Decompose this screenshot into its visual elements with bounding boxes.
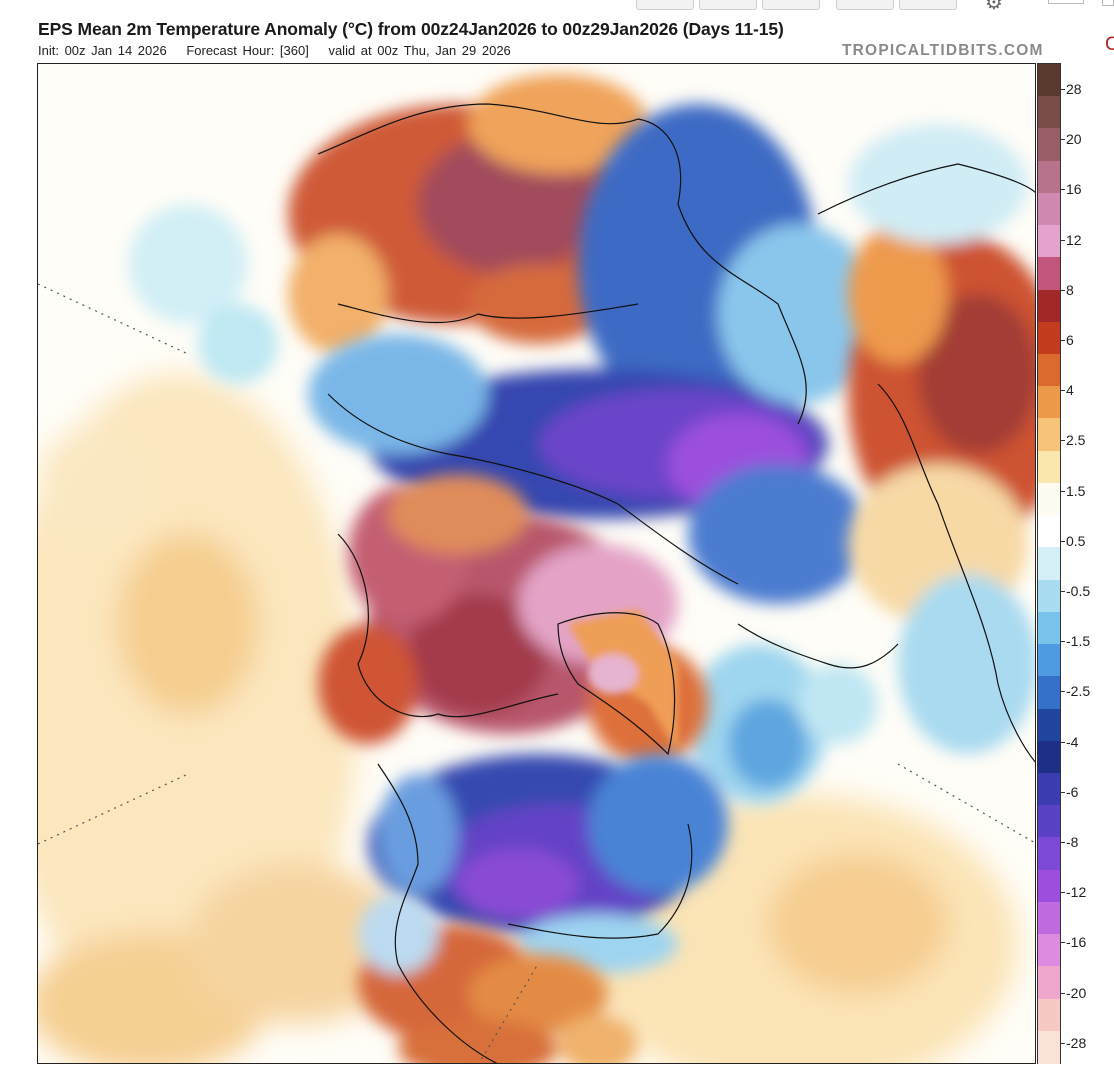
colorbar-segment <box>1038 289 1060 323</box>
colorbar-segment <box>1038 708 1060 742</box>
top-toolbar: ⚙ <box>0 0 1114 14</box>
toolbar-button[interactable] <box>699 0 757 10</box>
forecast-hour: Forecast Hour: [360] <box>186 43 309 58</box>
colorbar-tick-mark <box>1061 791 1065 793</box>
colorbar-segment <box>1038 772 1060 807</box>
colorbar-segment <box>1038 805 1060 839</box>
colorbar <box>1037 63 1061 1064</box>
colorbar-tick-label: -12 <box>1066 884 1087 901</box>
colorbar-tick-mark <box>1061 1042 1065 1044</box>
colorbar-tick-mark <box>1061 741 1065 743</box>
coastlines <box>317 103 1035 1063</box>
colorbar-tick-mark <box>1061 189 1065 191</box>
colorbar-segment <box>1038 321 1060 356</box>
us-warm-anomaly <box>358 894 638 1063</box>
colorbar-tick-label: -2.5 <box>1066 683 1091 700</box>
init-time: Init: 00z Jan 14 2026 <box>38 43 167 58</box>
atlantic-cool-anomaly <box>128 204 878 804</box>
toolbar-button[interactable] <box>762 0 820 10</box>
colorbar-tick-mark <box>1061 239 1065 241</box>
colorbar-segment <box>1038 257 1060 291</box>
toolbar-button[interactable] <box>899 0 957 10</box>
colorbar-tick-mark <box>1061 641 1065 643</box>
colorbar-tick-label: -1.5 <box>1066 633 1091 650</box>
colorbar-tick-mark <box>1061 540 1065 542</box>
europe-warm-anomaly <box>848 124 1035 754</box>
input-box[interactable] <box>1048 0 1084 4</box>
colorbar-segment <box>1038 611 1060 646</box>
map-canvas <box>38 64 1035 1063</box>
colorbar-tick-label: 4 <box>1066 382 1074 399</box>
colorbar-tick-label: 16 <box>1066 181 1082 198</box>
colorbar-tick-mark <box>1061 340 1065 341</box>
colorbar-segment <box>1038 644 1060 678</box>
colorbar-tick-label: -16 <box>1066 934 1087 951</box>
colorbar-tick-label: 12 <box>1066 231 1082 248</box>
colorbar-tick-mark <box>1061 691 1065 693</box>
colorbar-segment <box>1038 515 1060 549</box>
colorbar-segment <box>1038 64 1060 98</box>
colorbar-tick-label: -6 <box>1066 783 1079 800</box>
colorbar-tick-mark <box>1061 89 1065 90</box>
colorbar-tick-label: -28 <box>1066 1034 1087 1051</box>
colorbar-tick-label: 28 <box>1066 81 1082 97</box>
gear-icon[interactable]: ⚙ <box>985 0 1003 14</box>
toolbar-button[interactable] <box>636 0 694 10</box>
colorbar-segment <box>1038 579 1060 613</box>
colorbar-tick-label: -20 <box>1066 984 1087 1001</box>
colorbar-tick-mark <box>1061 440 1065 442</box>
colorbar-segment <box>1038 354 1060 388</box>
colorbar-segment <box>1038 418 1060 452</box>
colorbar-segment <box>1038 160 1060 194</box>
colorbar-tick-mark <box>1061 139 1065 141</box>
brand-watermark: TROPICALTIDBITS.COM <box>842 42 1044 59</box>
colorbar-tick-label: 8 <box>1066 281 1074 298</box>
colorbar-segment <box>1038 225 1060 259</box>
map-title: EPS Mean 2m Temperature Anomaly (°C) fro… <box>38 19 784 39</box>
colorbar-segment <box>1038 934 1060 968</box>
colorbar-segment <box>1038 192 1060 227</box>
colorbar-tick-label: -4 <box>1066 733 1079 750</box>
colorbar-tick-label: -0.5 <box>1066 583 1091 599</box>
colorbar-segment <box>1038 450 1060 484</box>
colorbar-tick-label: 2.5 <box>1066 432 1086 449</box>
colorbar-tick-mark <box>1061 892 1065 894</box>
colorbar-tick-label: 1.5 <box>1066 482 1086 499</box>
colorbar-tick-label: 6 <box>1066 332 1074 348</box>
colorbar-segment <box>1038 547 1060 581</box>
colorbar-tick-mark <box>1061 591 1065 592</box>
colorbar-tick-label: -8 <box>1066 834 1079 850</box>
temperature-anomaly-map[interactable] <box>37 63 1036 1064</box>
colorbar-segment <box>1038 966 1060 1000</box>
colorbar-segment <box>1038 998 1060 1032</box>
colorbar-segment <box>1038 837 1060 871</box>
colorbar-tick-mark <box>1061 992 1065 994</box>
colorbar-tick-mark <box>1061 289 1065 291</box>
colorbar-segment <box>1038 128 1060 162</box>
colorbar-segment <box>1038 1030 1060 1064</box>
colorbar-segment <box>1038 869 1060 903</box>
colorbar-segment <box>1038 901 1060 936</box>
toolbar-button[interactable] <box>836 0 894 10</box>
colorbar-tick-label: 0.5 <box>1066 532 1086 549</box>
siberia-warm-anomaly <box>288 74 648 354</box>
valid-time: valid at 00z Thu, Jan 29 2026 <box>328 43 511 58</box>
hemisphere-boundary <box>38 283 1035 1063</box>
colorbar-tick-label: 20 <box>1066 131 1082 148</box>
colorbar-segment <box>1038 740 1060 774</box>
colorbar-tick-mark <box>1061 842 1065 843</box>
checkbox[interactable] <box>1102 0 1114 6</box>
edge-letter: C <box>1105 34 1114 55</box>
colorbar-tick-mark <box>1061 942 1065 944</box>
map-subtitle: Init: 00z Jan 14 2026 Forecast Hour: [36… <box>38 43 511 58</box>
colorbar-tick-mark <box>1061 490 1065 492</box>
colorbar-segment <box>1038 676 1060 710</box>
arctic-warm-anomaly <box>318 474 708 764</box>
colorbar-segment <box>1038 386 1060 420</box>
eurasia-cold-anomaly <box>308 104 878 604</box>
colorbar-segment <box>1038 482 1060 517</box>
greenland-anomaly <box>568 609 678 754</box>
colorbar-tick-mark <box>1061 390 1065 392</box>
colorbar-segment <box>1038 96 1060 130</box>
